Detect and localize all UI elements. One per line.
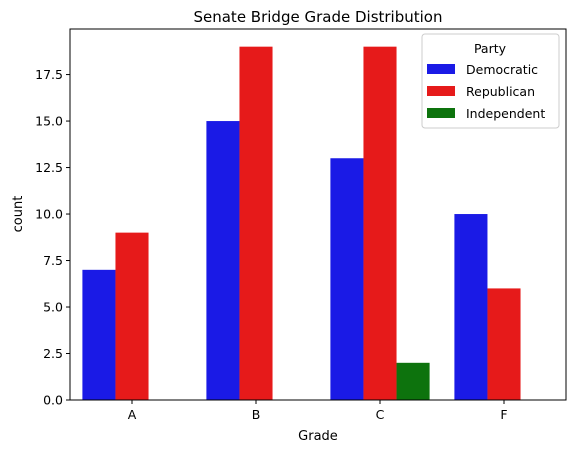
y-axis: 0.0 2.5 5.0 7.5 10.0 12.5 15.0 17.5 (35, 67, 70, 408)
legend-swatch-democratic (427, 64, 455, 74)
y-tick-label: 12.5 (35, 160, 63, 175)
bar-b-democratic (206, 121, 240, 400)
legend: Party Democratic Republican Independent (421, 33, 560, 129)
y-tick-label: 17.5 (35, 67, 63, 82)
legend-label-independent: Independent (466, 106, 545, 121)
x-tick-label: A (128, 407, 137, 422)
chart-title: Senate Bridge Grade Distribution (193, 8, 442, 26)
bar-c-independent (396, 362, 430, 400)
x-axis-label: Grade (298, 429, 338, 444)
y-tick-label: 10.0 (35, 207, 63, 222)
bar-a-democratic (82, 269, 116, 400)
legend-label-republican: Republican (466, 84, 535, 99)
y-tick-label: 2.5 (43, 346, 63, 361)
x-tick-label: F (500, 407, 507, 422)
y-tick-label: 15.0 (35, 114, 63, 129)
legend-box (421, 33, 560, 129)
bar-a-republican (115, 232, 149, 400)
bar-b-republican (239, 46, 273, 401)
legend-swatch-republican (427, 86, 455, 96)
y-tick-label: 5.0 (43, 300, 63, 315)
legend-title: Party (474, 41, 507, 56)
bar-c-republican (363, 46, 397, 401)
y-tick-label: 0.0 (43, 393, 63, 408)
x-tick-label: B (252, 407, 261, 422)
x-tick-label: C (376, 407, 385, 422)
bar-f-democratic (454, 214, 488, 400)
y-axis-label: count (11, 196, 26, 233)
legend-label-democratic: Democratic (466, 62, 538, 77)
bar-c-democratic (330, 158, 364, 400)
y-tick-label: 7.5 (43, 253, 63, 268)
legend-swatch-independent (427, 108, 455, 118)
bars-layer (82, 46, 521, 401)
bar-f-republican (487, 288, 521, 400)
